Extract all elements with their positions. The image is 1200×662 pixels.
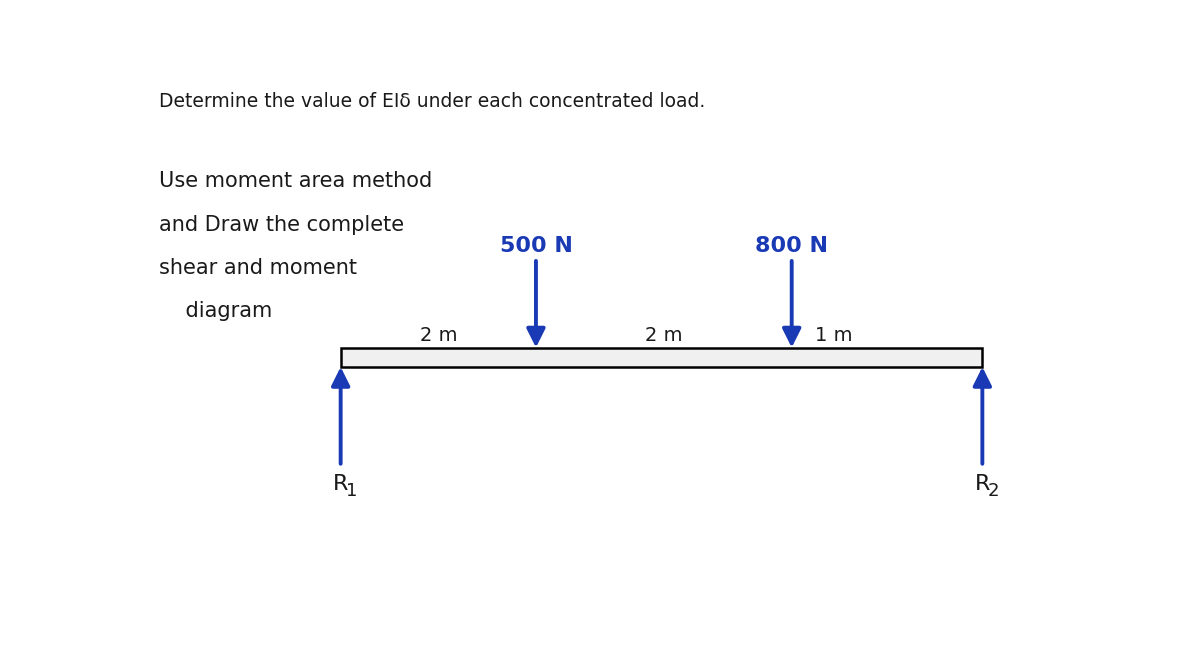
Text: R: R: [332, 474, 348, 494]
Text: 800 N: 800 N: [755, 236, 828, 256]
Text: and Draw the complete: and Draw the complete: [160, 214, 404, 234]
Text: Use moment area method: Use moment area method: [160, 171, 432, 191]
Text: 500 N: 500 N: [499, 236, 572, 256]
Text: diagram: diagram: [160, 301, 272, 321]
Text: 2 m: 2 m: [420, 326, 457, 345]
Text: 2: 2: [988, 482, 1000, 500]
Text: R: R: [974, 474, 990, 494]
Text: shear and moment: shear and moment: [160, 258, 358, 278]
Text: 1 m: 1 m: [815, 326, 852, 345]
Text: Determine the value of EIδ under each concentrated load.: Determine the value of EIδ under each co…: [160, 92, 706, 111]
Text: 1: 1: [346, 482, 358, 500]
Text: 2 m: 2 m: [646, 326, 683, 345]
Bar: [341, 348, 983, 367]
